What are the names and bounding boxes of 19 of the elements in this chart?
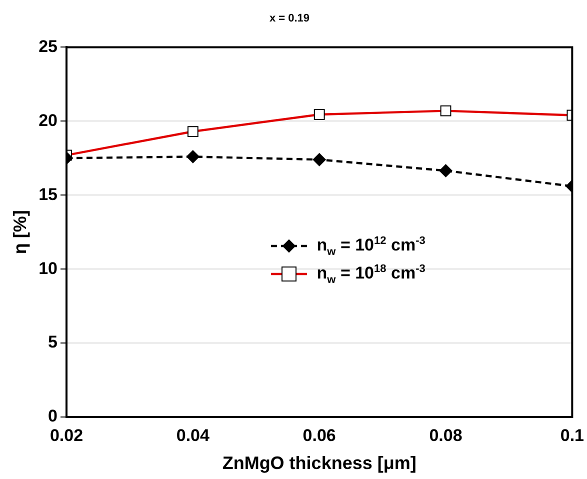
x-tick-label: 0.1 [560,426,584,445]
x-tick-label: 0.08 [429,426,462,445]
chart-title: x = 0.19 [269,12,310,25]
y-tick-label: 5 [48,332,58,352]
x-axis-title: ZnMgO thickness [μm] [222,453,416,474]
point [186,150,200,164]
point [312,153,326,166]
y-tick-label: 10 [38,258,58,278]
y-tick-label: 20 [38,110,58,130]
y-tick-label: 15 [38,184,58,204]
x-tick-label: 0.04 [176,426,210,445]
y-tick-label: 0 [48,406,58,426]
y-tick-label: 25 [38,36,58,56]
x-tick-label: 0.06 [302,426,336,445]
x-tick-label: 0.02 [50,426,84,445]
y-axis-title: η [%] [10,210,30,254]
point [439,164,452,178]
legend-label: n$_{w}$ = 10$^{18}$ cm$^{-3}$ [316,262,426,286]
legend-label: n$_{w}$ = 10$^{12}$ cm$^{-3}$ [316,234,426,258]
